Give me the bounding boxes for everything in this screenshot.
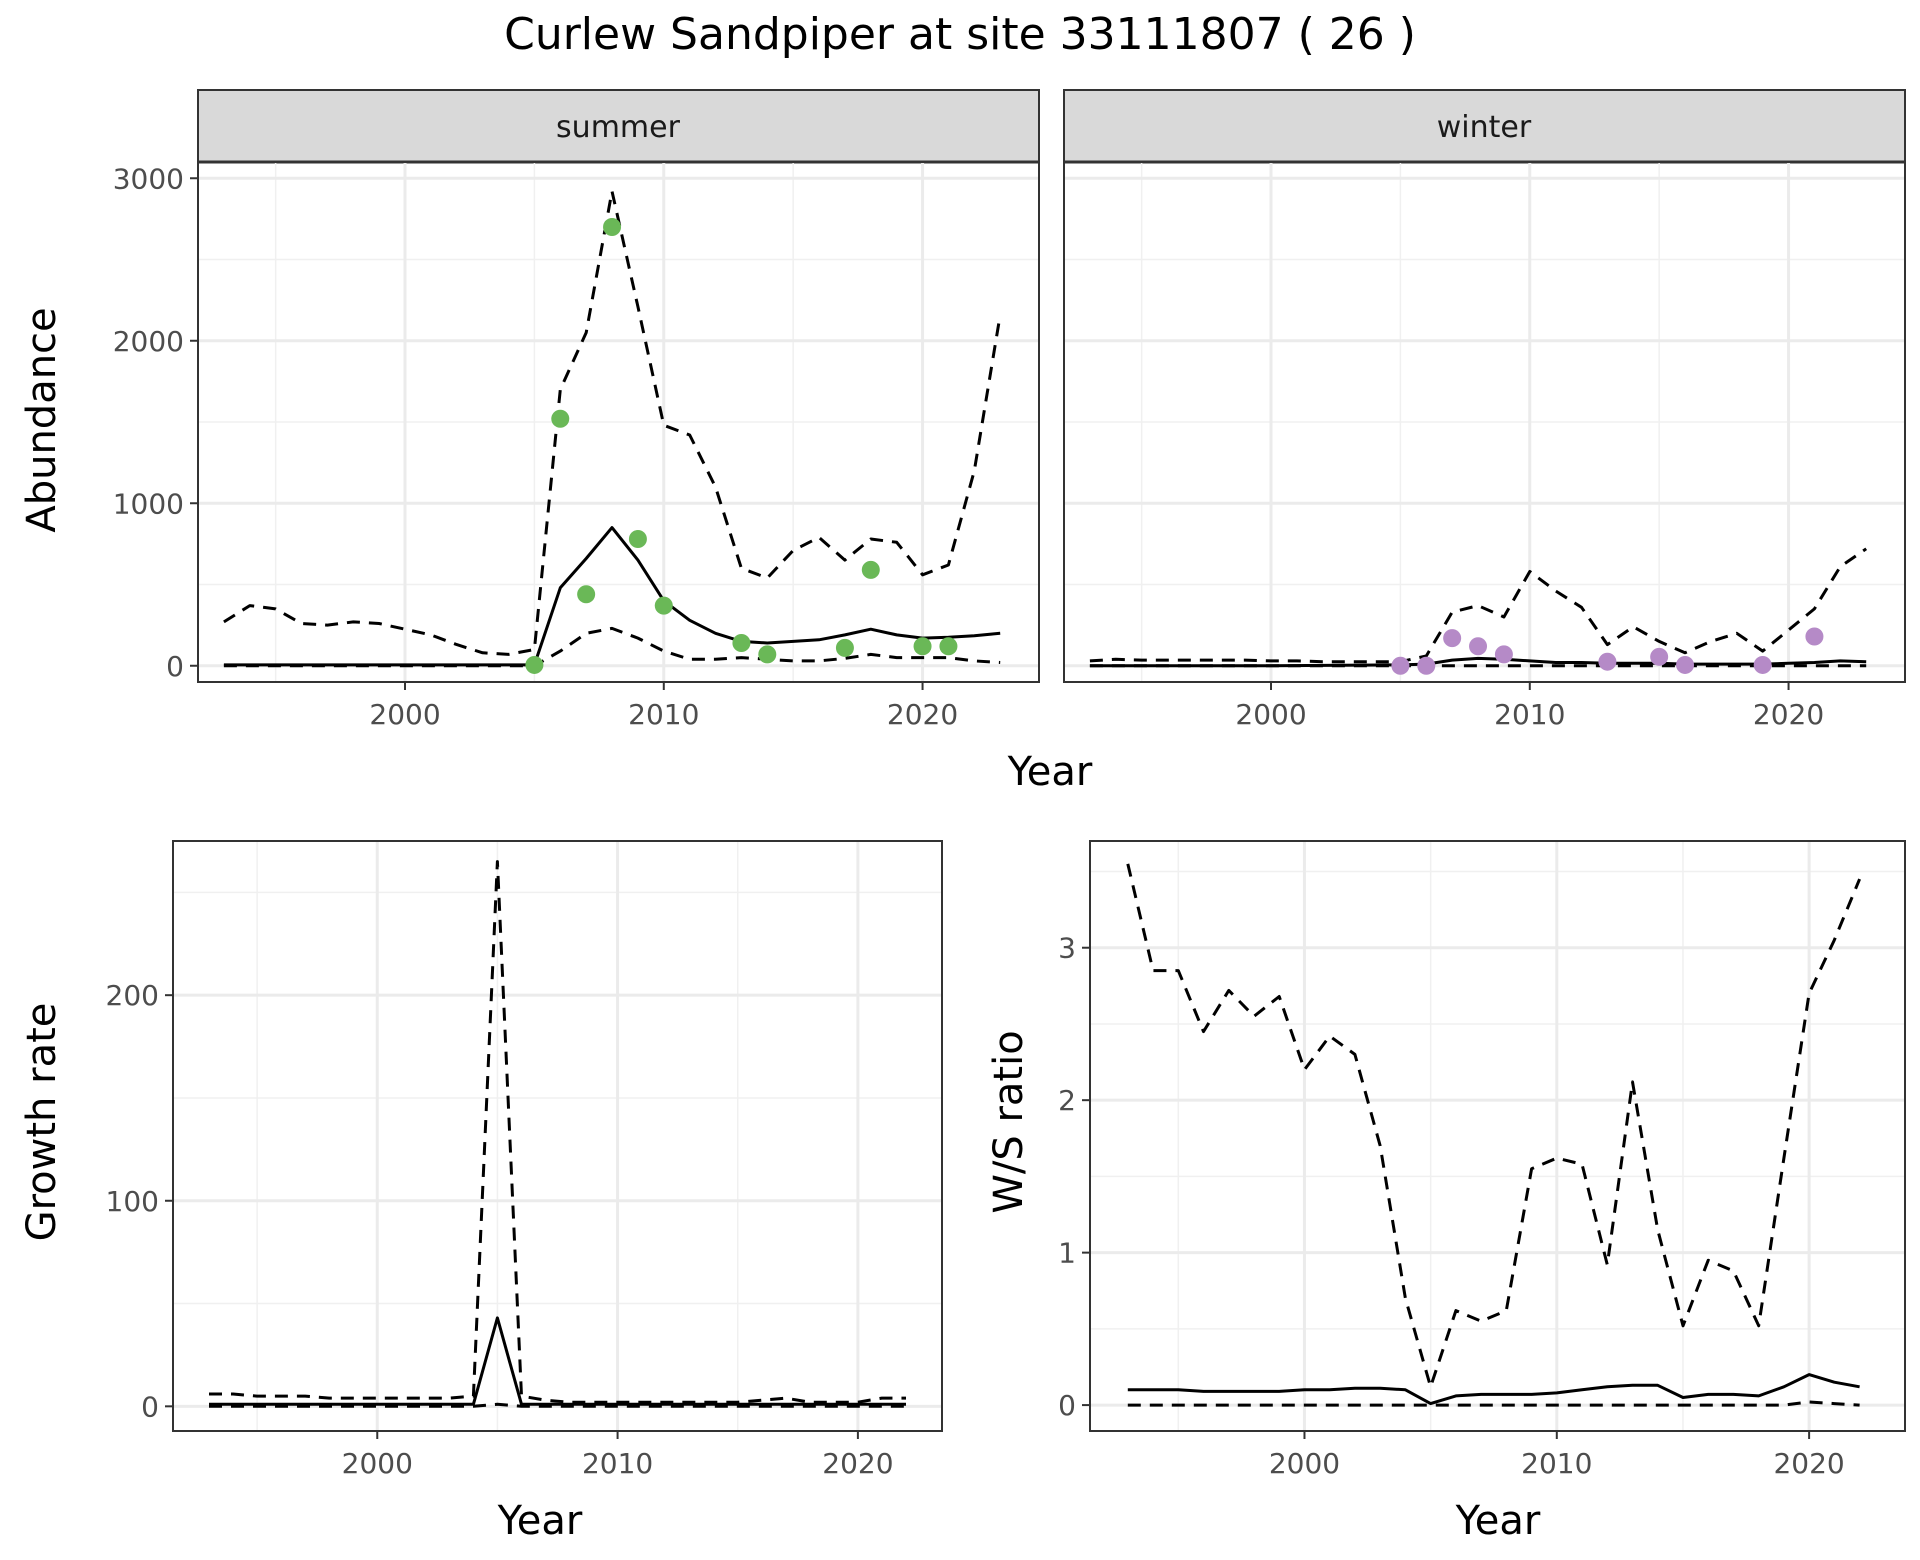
x-tick-label: 2020 — [1753, 698, 1824, 731]
data-point — [525, 655, 544, 674]
facet-strip-winter — [1063, 89, 1906, 163]
panel-border — [1063, 161, 1906, 683]
series-line-solid-0 — [209, 1316, 906, 1406]
data-point — [1650, 647, 1669, 666]
facet-label-summer: summer — [556, 110, 681, 145]
panel-border — [1089, 840, 1906, 1432]
data-point — [577, 585, 596, 604]
x-tick-label: 2020 — [887, 698, 958, 731]
data-point — [1598, 652, 1617, 671]
data-point — [861, 560, 880, 579]
panel-abundance-winter: winter 2000 2010 2020 — [1063, 89, 1906, 731]
panel-ws-ratio: 2000 2010 2020 0 1 2 3 — [1058, 840, 1906, 1480]
x-tick-label: 2010 — [628, 698, 699, 731]
data-point — [628, 530, 647, 548]
series-line-dashed-1 — [1126, 863, 1861, 1389]
series-line-solid-0 — [223, 526, 1001, 667]
data-point — [1494, 645, 1513, 664]
data-point — [758, 645, 777, 664]
panel-border — [172, 840, 943, 1432]
x-axis-title-ws-ratio: Year — [1455, 1498, 1541, 1544]
x-tick-label: 2010 — [582, 1447, 653, 1480]
data-point — [1469, 637, 1488, 656]
x-axis-title-abundance: Year — [1007, 749, 1093, 795]
data-point — [835, 638, 854, 657]
x-tick-label: 2020 — [822, 1447, 893, 1480]
x-tick-label: 2000 — [369, 698, 440, 731]
y-tick-label: 200 — [106, 979, 159, 1012]
series-line-dashed-1 — [223, 189, 1002, 656]
y-tick-label: 1 — [1058, 1237, 1076, 1270]
plot-area-ws-ratio: 2000 2010 2020 0 1 2 3 — [1058, 840, 1906, 1480]
y-tick-label: 100 — [106, 1185, 159, 1218]
data-point — [603, 218, 622, 236]
data-point — [939, 637, 958, 656]
y-tick-label: 0 — [1058, 1389, 1076, 1422]
y-tick-label: 0 — [166, 650, 184, 683]
series-line-dashed-1 — [1089, 547, 1868, 664]
x-tick-label: 2000 — [1269, 1447, 1340, 1480]
data-point — [1391, 656, 1410, 675]
x-tick-label: 2010 — [1494, 698, 1565, 731]
panel-border — [197, 161, 1040, 683]
panel-growth-rate: 2000 2010 2020 0 100 200 — [106, 840, 943, 1480]
facet-label-winter: winter — [1437, 110, 1532, 145]
plot-area-growth-rate: 2000 2010 2020 0 100 200 — [106, 840, 943, 1480]
x-tick-label: 2000 — [1235, 698, 1306, 731]
y-tick-label: 0 — [141, 1390, 159, 1423]
figure-title: Curlew Sandpiper at site 33111807 ( 26 ) — [504, 9, 1416, 60]
y-tick-label: 2000 — [113, 325, 184, 358]
series-line-dashed-1 — [209, 860, 906, 1404]
data-point — [913, 637, 932, 656]
y-tick-label: 2 — [1058, 1084, 1076, 1117]
data-point — [1753, 655, 1772, 674]
y-axis-title-growth-rate: Growth rate — [19, 1003, 65, 1242]
x-axis-title-growth-rate: Year — [497, 1498, 583, 1544]
data-point — [1443, 629, 1462, 648]
data-point — [551, 409, 570, 428]
facet-strip-summer — [197, 89, 1040, 163]
y-tick-label: 1000 — [113, 487, 184, 520]
y-tick-label: 3000 — [113, 162, 184, 195]
y-tick-label: 3 — [1058, 932, 1076, 965]
x-tick-label: 2000 — [342, 1447, 413, 1480]
y-axis-title-ws-ratio: W/S ratio — [986, 1030, 1032, 1213]
x-tick-label: 2020 — [1773, 1447, 1844, 1480]
plot-area-winter: 2000 2010 2020 — [1063, 161, 1906, 731]
series-line-dashed-2 — [209, 1402, 906, 1408]
data-point — [1417, 656, 1436, 675]
series-line-solid-0 — [1089, 656, 1867, 668]
x-tick-label: 2010 — [1521, 1447, 1592, 1480]
series-line-dashed-2 — [1127, 1400, 1860, 1407]
plot-area-summer: 2000 2010 2020 0 1000 2000 3000 — [113, 161, 1040, 731]
series-line-solid-0 — [1127, 1373, 1860, 1406]
y-axis-title-abundance: Abundance — [19, 307, 65, 532]
data-point — [1676, 655, 1695, 674]
data-point — [654, 596, 673, 615]
panel-abundance-summer: summer 2000 2010 2020 0 1000 2000 3000 — [113, 89, 1040, 731]
series-line-dashed-2 — [223, 626, 1001, 668]
data-point — [732, 634, 751, 652]
data-point — [1805, 627, 1824, 646]
